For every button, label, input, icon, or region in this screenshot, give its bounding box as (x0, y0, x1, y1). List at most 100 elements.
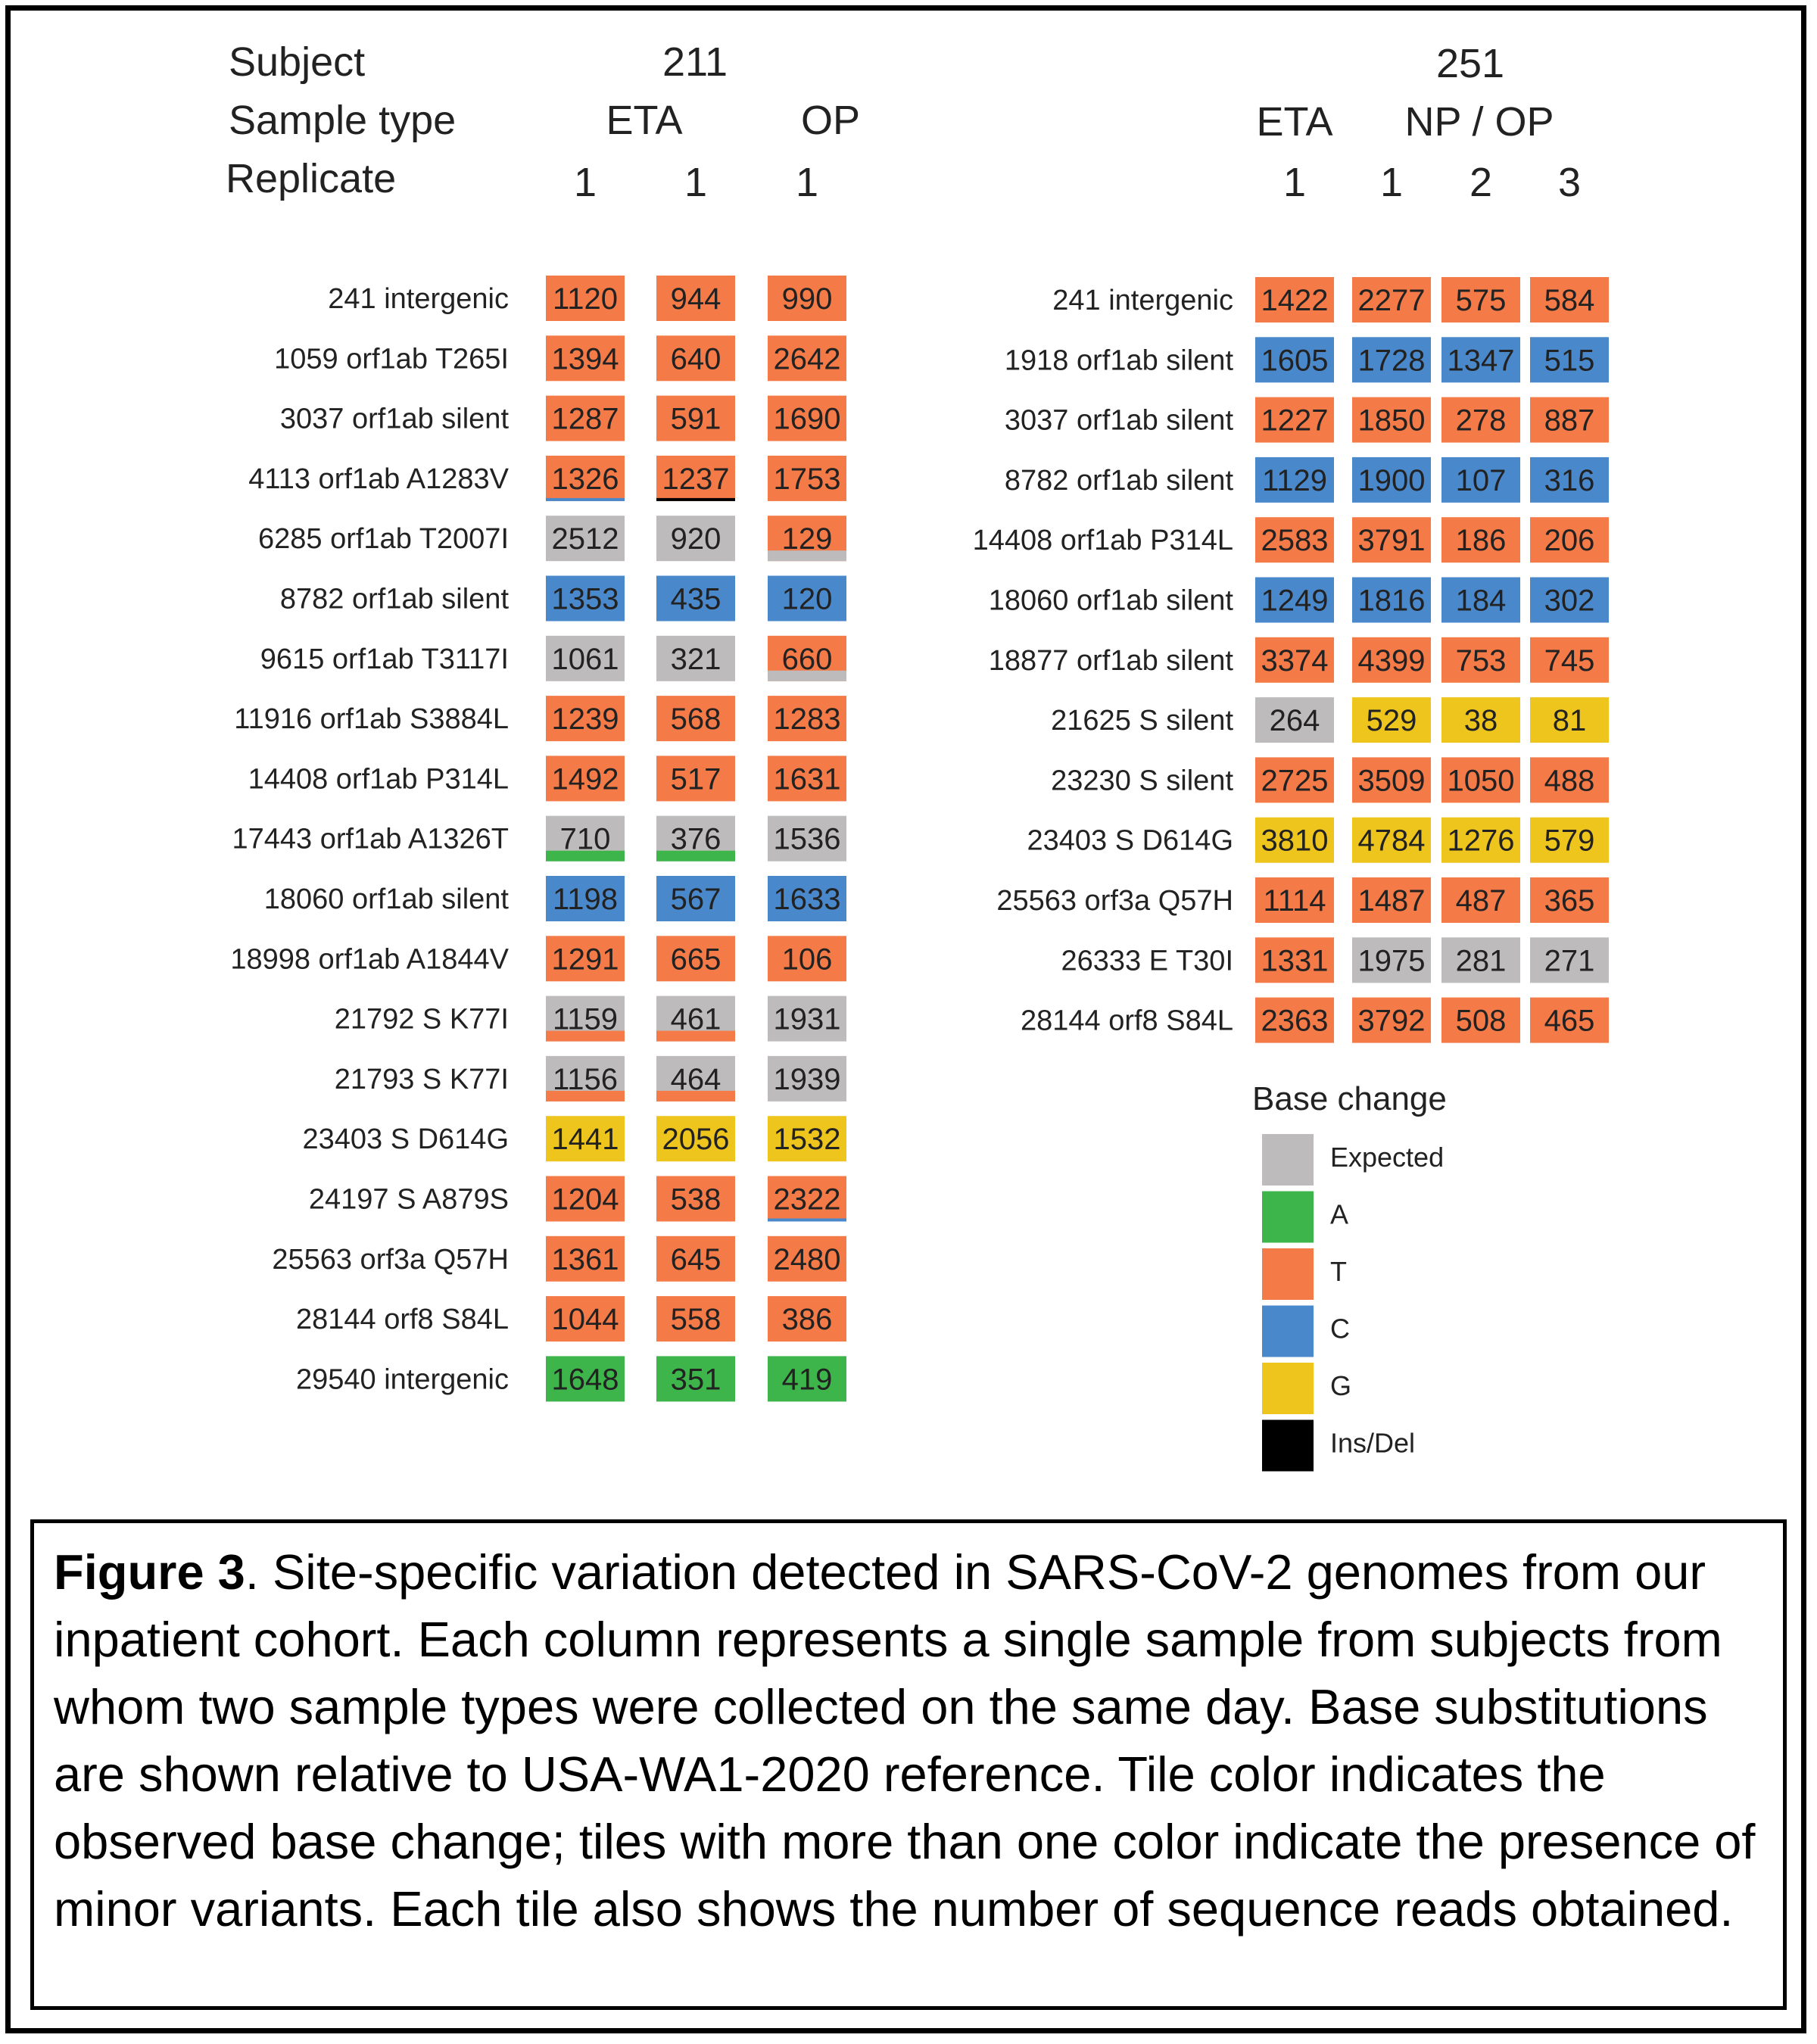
variation-heatmap: Subject Sample type Replicate 211 ETA OP… (226, 39, 1609, 1472)
read-count-label: 81 (1553, 704, 1587, 737)
read-count-label: 4784 (1358, 824, 1426, 858)
heatmap-tile (1530, 877, 1609, 923)
read-count-label: 1975 (1358, 944, 1426, 977)
read-count-label: 1331 (1261, 944, 1329, 977)
legend-entry-label: T (1330, 1256, 1347, 1287)
read-count-label: 365 (1544, 884, 1595, 918)
read-count-label: 1287 (552, 403, 619, 436)
heatmap-tile (1441, 757, 1520, 803)
read-count-label: 376 (671, 823, 722, 856)
heatmap-tile (768, 696, 846, 742)
replicate-label: 1 (796, 160, 818, 205)
read-count-label: 1605 (1261, 344, 1329, 377)
read-count-label: 990 (782, 282, 833, 316)
read-count-label: 2725 (1261, 764, 1329, 797)
header-subject-label: Subject (229, 39, 365, 85)
panel-211-subject: 211 (662, 39, 728, 85)
read-count-label: 1631 (774, 762, 841, 796)
read-count-label: 1690 (774, 403, 841, 436)
read-count-label: 1532 (774, 1123, 841, 1156)
heatmap-tile (656, 335, 735, 382)
heatmap-tile (1352, 997, 1431, 1043)
row-label: 23403 S D614G (1027, 825, 1233, 857)
heatmap-tile (656, 1116, 735, 1162)
heatmap-tile (768, 756, 846, 802)
row-label: 23230 S silent (1051, 765, 1233, 796)
read-count-label: 1633 (774, 883, 841, 916)
read-count-label: 1394 (552, 342, 619, 375)
read-count-label: 386 (782, 1303, 833, 1336)
read-count-label: 753 (1456, 644, 1507, 678)
read-count-label: 419 (782, 1363, 833, 1396)
read-count-label: 1276 (1448, 824, 1515, 858)
heatmap-tile (656, 516, 735, 562)
minor-variant-band (768, 670, 846, 681)
heatmap-tile (656, 1176, 735, 1222)
panel-211-sample-type-op: OP (801, 98, 860, 143)
read-count-label: 1361 (552, 1243, 619, 1276)
heatmap-tile (1441, 697, 1520, 743)
read-count-label: 3509 (1358, 764, 1426, 797)
row-label: 23403 S D614G (302, 1123, 509, 1155)
read-count-label: 1753 (774, 463, 841, 496)
read-count-label: 206 (1544, 524, 1595, 557)
heatmap-tile (656, 1235, 735, 1282)
figure-caption: Figure 3. Site-specific variation detect… (30, 1519, 1787, 2010)
row-label: 14408 orf1ab P314L (973, 525, 1233, 556)
heatmap-tile (768, 335, 846, 382)
figure-frame (5, 5, 1806, 2033)
caption-figure-label: Figure 3 (54, 1544, 245, 1600)
heatmap-tile (1255, 637, 1334, 683)
read-count-label: 2583 (1261, 524, 1329, 557)
read-count-label: 645 (671, 1243, 722, 1276)
row-label: 25563 orf3a Q57H (272, 1244, 509, 1276)
read-count-label: 710 (560, 823, 611, 856)
read-count-label: 1487 (1358, 884, 1426, 918)
heatmap-tile (546, 575, 625, 622)
heatmap-tile (1255, 577, 1334, 623)
heatmap-tile (546, 936, 625, 982)
read-count-label: 1156 (553, 1063, 618, 1096)
read-count-label: 1120 (553, 282, 618, 316)
row-label: 241 intergenic (328, 283, 509, 315)
heatmap-tile (1255, 997, 1334, 1043)
legend-swatch (1262, 1191, 1314, 1243)
heatmap-tile (1352, 277, 1431, 322)
heatmap-tile (1441, 517, 1520, 563)
heatmap-tile (1530, 937, 1609, 983)
read-count-label: 3810 (1261, 824, 1329, 858)
read-count-label: 1939 (774, 1063, 841, 1096)
heatmap-tile (768, 1356, 846, 1402)
legend-swatch (1262, 1419, 1314, 1472)
heatmap-tile (1352, 397, 1431, 443)
read-count-label: 186 (1456, 524, 1507, 557)
read-count-label: 1249 (1261, 584, 1329, 618)
heatmap-tile (656, 696, 735, 742)
heatmap-tile (546, 756, 625, 802)
row-label: 11916 orf1ab S3884L (234, 703, 509, 735)
read-count-label: 2512 (552, 522, 619, 556)
heatmap-tile (1352, 337, 1431, 383)
heatmap-tile (768, 996, 846, 1042)
legend-swatch (1262, 1363, 1314, 1414)
replicate-label: 3 (1558, 160, 1581, 205)
panel-251-subject: 251 (1436, 41, 1504, 86)
read-count-label: 38 (1464, 704, 1498, 737)
read-count-label: 351 (671, 1363, 722, 1396)
read-count-label: 1239 (552, 703, 619, 736)
read-count-label: 1728 (1358, 344, 1426, 377)
heatmap-tile (546, 1116, 625, 1162)
heatmap-tile (1255, 517, 1334, 563)
heatmap-tile (768, 1235, 846, 1282)
read-count-label: 665 (671, 943, 722, 976)
replicate-label: 1 (1283, 160, 1306, 205)
read-count-label: 558 (671, 1303, 722, 1336)
heatmap-tile (656, 876, 735, 921)
read-count-label: 2480 (774, 1243, 841, 1276)
row-label: 25563 orf3a Q57H (996, 885, 1233, 917)
legend-entry-label: C (1330, 1313, 1350, 1344)
heatmap-tile (768, 936, 846, 982)
heatmap-tile (1530, 337, 1609, 383)
row-label: 18877 orf1ab silent (989, 645, 1234, 677)
read-count-label: 281 (1456, 944, 1507, 977)
